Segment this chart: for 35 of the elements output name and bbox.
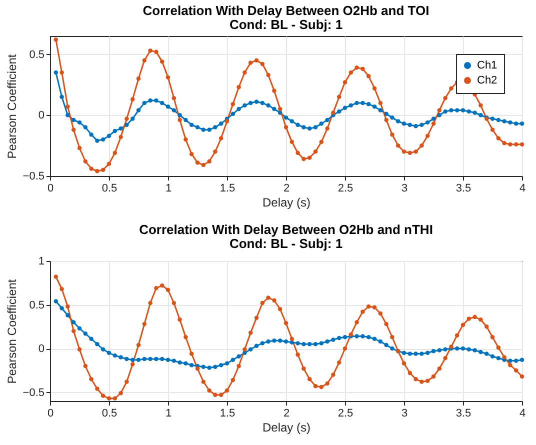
x-tick-label: 0 [47, 408, 54, 420]
x-tick-label: 2.5 [338, 408, 354, 420]
legend-label: Ch2 [477, 74, 498, 86]
y-axis-title: Pearson Coefficient [4, 54, 19, 159]
y-axis-title: Pearson Coefficient [4, 278, 19, 384]
x-tick-label: 2 [283, 182, 290, 194]
x-tick-label: 3.5 [456, 408, 472, 420]
legend-label: Ch1 [477, 60, 498, 72]
x-tick-label: 1 [165, 182, 172, 194]
x-tick-label: 2.5 [338, 182, 354, 194]
y-tick-label: −0.5 [22, 170, 44, 182]
y-tick-label: −0.5 [22, 386, 44, 399]
x-tick-label: 4 [519, 408, 526, 420]
y-tick-label: 0 [38, 110, 44, 122]
x-tick-label: 0 [47, 182, 54, 194]
x-tick-label: 3 [401, 182, 408, 194]
y-tick-label: 0.5 [29, 299, 44, 312]
y-tick-label: 0 [38, 343, 44, 355]
y-tick-label: 1 [38, 256, 44, 268]
x-tick-label: 3.5 [456, 182, 472, 194]
x-tick-label: 0.5 [102, 408, 118, 420]
x-tick-label: 0.5 [102, 182, 118, 194]
x-tick-label: 1.5 [220, 408, 236, 420]
x-tick-label: 4 [519, 182, 526, 194]
chart-subtitle: Cond: BL - Subj: 1 [229, 236, 343, 251]
chart-title: Correlation With Delay Between O2Hb and nTHI [139, 222, 433, 237]
x-tick-label: 1 [165, 408, 172, 420]
x-axis-title: Delay (s) [262, 196, 311, 210]
chart-subtitle: Cond: BL - Subj: 1 [229, 17, 343, 32]
x-tick-label: 1.5 [220, 182, 236, 194]
x-tick-label: 2 [283, 408, 290, 420]
y-tick-label: 0.5 [29, 48, 44, 61]
chart-title: Correlation With Delay Between O2Hb and TOI [142, 3, 430, 18]
x-tick-label: 3 [401, 408, 408, 420]
x-axis-title: Delay (s) [262, 420, 311, 434]
